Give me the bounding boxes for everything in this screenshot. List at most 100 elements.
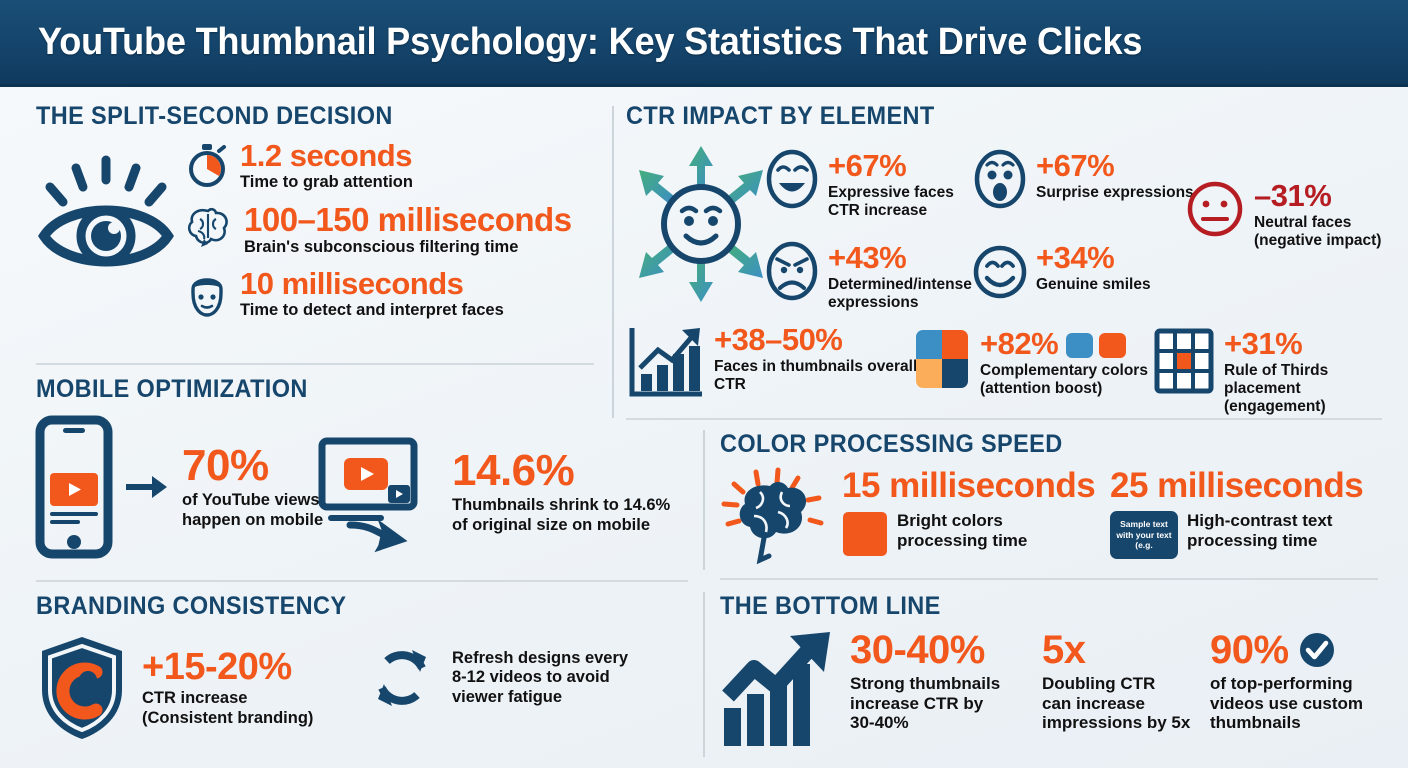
divider-vertical-left bbox=[612, 106, 614, 418]
mobile-stat-text-1: 70% of YouTube views happen on mobile bbox=[182, 444, 323, 529]
stat-value: +43% bbox=[828, 240, 907, 275]
face-head-icon bbox=[186, 271, 228, 317]
divider-horizontal-right-2 bbox=[720, 578, 1378, 580]
surprised-face-icon bbox=[974, 149, 1026, 209]
stat-caption-line2: 8-12 videos to avoid bbox=[452, 668, 610, 687]
sample-text-badge-icon: Sample text with your text (e.g. bbox=[1110, 511, 1178, 559]
stat-value: 5x bbox=[1042, 628, 1086, 672]
ctr-element-2: +82% Complementary colors (attention boo… bbox=[914, 328, 1148, 398]
smiley-face-radiating-icon bbox=[626, 144, 776, 304]
stat-caption-line2: (negative impact) bbox=[1254, 231, 1382, 249]
stat-value: 90% bbox=[1210, 628, 1289, 672]
smartphone-play-icon bbox=[35, 415, 113, 559]
stat-caption-line1: Neutral faces bbox=[1254, 214, 1352, 231]
stat-caption-line1: CTR increase bbox=[142, 689, 248, 708]
ctr-face-text-3: +43% Determined/intense expressions bbox=[828, 242, 972, 312]
stat-caption-line1: Determined/intense bbox=[828, 276, 972, 293]
stat-caption-line2: increase CTR by bbox=[850, 693, 984, 713]
stat-caption-line2: CTR increase bbox=[828, 201, 928, 219]
stat-caption-line1: Doubling CTR bbox=[1042, 674, 1156, 693]
stat-caption-line2: (attention boost) bbox=[980, 379, 1103, 397]
stat-caption-line2: (Consistent branding) bbox=[142, 708, 314, 727]
neutral-face-icon bbox=[1186, 180, 1244, 238]
stat-caption: Time to grab attention bbox=[240, 173, 413, 191]
sample-text-badge-label: Sample text with your text (e.g. bbox=[1116, 519, 1172, 551]
ctr-face-text-5: –31% Neutral faces (negative impact) bbox=[1254, 180, 1381, 250]
stat-caption-line1: Strong thumbnails bbox=[850, 674, 1001, 693]
section-title-ctr: CTR IMPACT BY ELEMENT bbox=[626, 102, 935, 130]
laughing-face-icon bbox=[766, 149, 818, 209]
section-title-color: COLOR PROCESSING SPEED bbox=[720, 430, 1063, 458]
check-circle-icon bbox=[1299, 632, 1335, 668]
mobile-stat-1: 70% of YouTube views happen on mobile bbox=[35, 415, 323, 559]
stat-value: 14.6% bbox=[452, 446, 575, 496]
stat-caption-line1: Rule of Thirds placement bbox=[1224, 362, 1329, 397]
header-banner: YouTube Thumbnail Psychology: Key Statis… bbox=[0, 0, 1408, 87]
section-title-split-second: THE SPLIT-SECOND DECISION bbox=[36, 102, 393, 130]
color-swatch-pair-icon bbox=[1066, 331, 1128, 359]
upward-bar-arrow-icon bbox=[720, 630, 838, 748]
mobile-stat-text-2: 14.6% Thumbnails shrink to 14.6% of orig… bbox=[452, 449, 670, 534]
stat-caption-line2: videos use custom bbox=[1210, 693, 1364, 713]
stat-value: +67% bbox=[1036, 148, 1115, 183]
rule-of-thirds-grid-icon bbox=[1154, 328, 1214, 394]
ctr-face-4: +34% Genuine smiles bbox=[973, 242, 1151, 300]
stat-value: 70% bbox=[182, 441, 269, 491]
ctr-face-text-4: +34% Genuine smiles bbox=[1036, 242, 1151, 294]
stat-caption-line2: processing time bbox=[897, 530, 1028, 550]
monitor-thumbnail-icon bbox=[316, 437, 436, 553]
stat-value: +82% bbox=[980, 326, 1059, 361]
angry-face-icon bbox=[766, 241, 818, 301]
stat-caption-line3: viewer fatigue bbox=[452, 687, 563, 706]
bottom-stat-3: 90% of top-performing videos use custom … bbox=[1210, 630, 1363, 733]
color-stat-text-2: High-contrast text processing time bbox=[1187, 511, 1332, 550]
section-title-bottom: THE BOTTOM LINE bbox=[720, 592, 941, 620]
stat-text-group: 100–150 milliseconds Brain's subconsciou… bbox=[244, 203, 572, 257]
section-branding-consistency: BRANDING CONSISTENCY +15-20% CTR increas… bbox=[36, 592, 696, 739]
mobile-stat-2: 14.6% Thumbnails shrink to 14.6% of orig… bbox=[316, 437, 670, 553]
ctr-face-text-2: +67% Surprise expressions bbox=[1036, 150, 1194, 202]
section-title-mobile: MOBILE OPTIMIZATION bbox=[36, 375, 308, 403]
divider-horizontal-right-1 bbox=[626, 418, 1382, 420]
stat-value: 10 milliseconds bbox=[240, 266, 464, 302]
stat-value: 15 milliseconds bbox=[842, 466, 1096, 505]
brain-icon bbox=[186, 206, 232, 248]
color-stat-1: 15 milliseconds Bright colors processing… bbox=[842, 466, 1096, 557]
stat-caption-line1: Refresh designs every bbox=[452, 649, 629, 668]
value-with-swatches: +82% bbox=[980, 328, 1148, 362]
stat-value: 1.2 seconds bbox=[240, 138, 412, 173]
stat-value: +34% bbox=[1036, 240, 1115, 275]
stat-caption-line2: happen on mobile bbox=[182, 510, 324, 529]
stat-caption-line1: Surprise expressions bbox=[1036, 184, 1194, 201]
branding-stat-text-1: +15-20% CTR increase (Consistent brandin… bbox=[142, 648, 313, 727]
stat-value: 100–150 milliseconds bbox=[244, 201, 572, 239]
ctr-element-text-2: +82% Complementary colors (attention boo… bbox=[980, 328, 1148, 398]
stat-caption: Brain's subconscious filtering time bbox=[244, 238, 519, 257]
stat-caption-line3: impressions by 5x bbox=[1042, 713, 1191, 733]
stat-value: 30-40% bbox=[850, 628, 985, 672]
stat-value: +31% bbox=[1224, 326, 1303, 361]
stat-caption-line2: can increase bbox=[1042, 693, 1146, 713]
branding-stat-2: Refresh designs every 8-12 videos to avo… bbox=[368, 644, 628, 712]
divider-vertical-right bbox=[703, 430, 705, 570]
stat-value: 25 milliseconds bbox=[1110, 466, 1364, 505]
section-title-branding: BRANDING CONSISTENCY bbox=[36, 592, 347, 620]
brain-radiating-icon bbox=[720, 467, 830, 565]
stat-caption-line2: CTR bbox=[714, 375, 746, 393]
ctr-face-2: +67% Surprise expressions bbox=[974, 149, 1194, 209]
stat-caption-line1: Genuine smiles bbox=[1036, 276, 1151, 293]
bottom-stat-1: 30-40% Strong thumbnails increase CTR by… bbox=[850, 630, 1000, 733]
stat-row: 1.2 seconds Time to grab attention bbox=[186, 140, 572, 192]
section-bottom-line: THE BOTTOM LINE 30-40% Strong thumbnails… bbox=[720, 592, 1390, 746]
ctr-face-5: –31% Neutral faces (negative impact) bbox=[1186, 180, 1381, 250]
branding-stat-1: +15-20% CTR increase (Consistent brandin… bbox=[36, 634, 313, 742]
eye-icon bbox=[36, 154, 176, 279]
ctr-element-text-3: +31% Rule of Thirds placement (engagemen… bbox=[1224, 328, 1386, 416]
ctr-face-3: +43% Determined/intense expressions bbox=[766, 241, 972, 312]
ctr-element-3: +31% Rule of Thirds placement (engagemen… bbox=[1154, 328, 1386, 416]
stopwatch-icon bbox=[186, 143, 228, 187]
stat-text-group: 10 milliseconds Time to detect and inter… bbox=[240, 268, 504, 320]
divider-horizontal-left-2 bbox=[36, 580, 688, 582]
stat-caption: Time to detect and interpret faces bbox=[240, 301, 504, 320]
